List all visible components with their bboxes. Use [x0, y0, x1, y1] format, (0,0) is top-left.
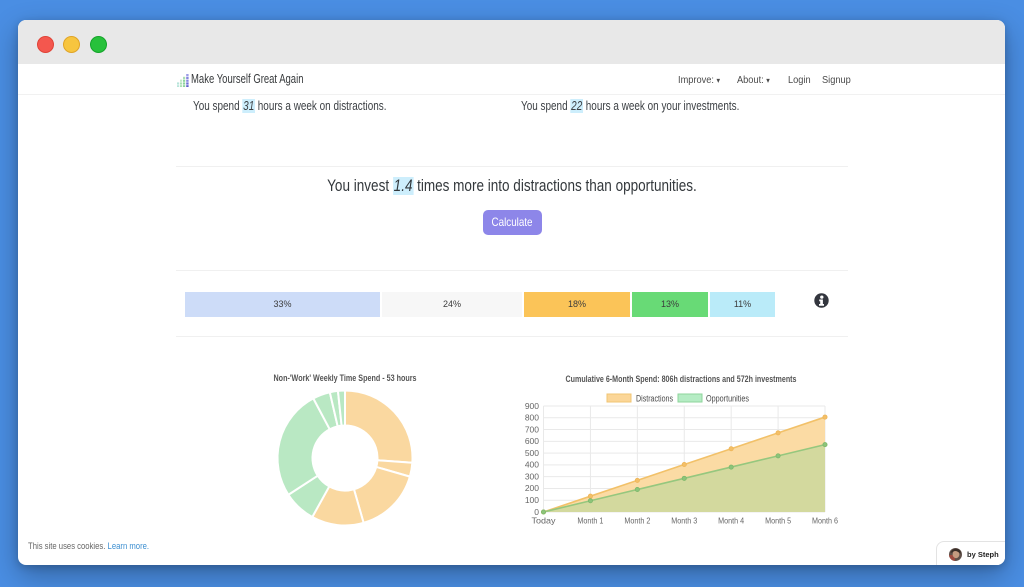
svg-text:Month 2: Month 2: [624, 516, 650, 526]
svg-text:0: 0: [534, 507, 539, 517]
svg-text:100: 100: [525, 495, 539, 505]
svg-text:Month 6: Month 6: [812, 516, 838, 526]
svg-text:800: 800: [525, 413, 539, 423]
svg-text:700: 700: [525, 424, 539, 434]
svg-text:Month 3: Month 3: [671, 516, 697, 526]
svg-text:Today: Today: [532, 516, 557, 526]
svg-text:Opportunities: Opportunities: [706, 394, 749, 404]
svg-text:Non-'Work' Weekly Time Spend -: Non-'Work' Weekly Time Spend - 53 hours: [274, 373, 417, 384]
svg-text:Distractions: Distractions: [636, 394, 673, 404]
svg-text:300: 300: [525, 471, 539, 481]
svg-text:200: 200: [525, 483, 539, 493]
svg-text:400: 400: [525, 460, 539, 470]
svg-text:500: 500: [525, 448, 539, 458]
svg-text:900: 900: [525, 401, 539, 411]
svg-text:Month 5: Month 5: [765, 516, 791, 526]
svg-text:600: 600: [525, 436, 539, 446]
svg-text:Cumulative 6-Month Spend: 806h: Cumulative 6-Month Spend: 806h distracti…: [566, 374, 797, 385]
svg-text:Month 1: Month 1: [577, 516, 603, 526]
svg-text:Month 4: Month 4: [718, 516, 744, 526]
